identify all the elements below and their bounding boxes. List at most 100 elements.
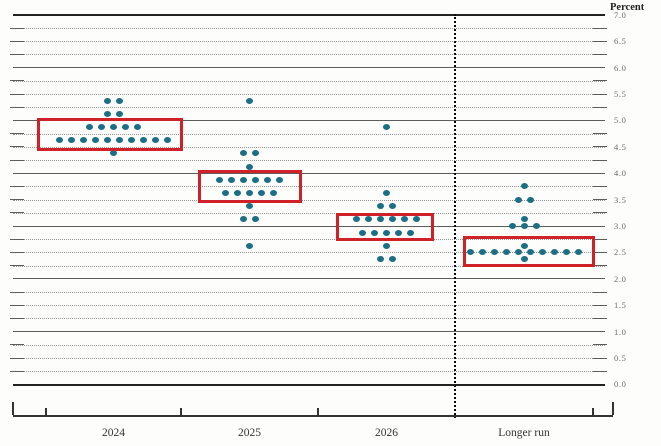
- x-axis-tick: [45, 407, 47, 415]
- gridline-tick-right: [593, 146, 607, 148]
- gridline-dotted: [13, 186, 605, 188]
- gridline-tick-left: [10, 40, 24, 42]
- projection-dot: [234, 190, 241, 196]
- projection-dot: [359, 229, 366, 236]
- gridline-tick-right: [593, 133, 607, 135]
- y-tick-label: 0.5: [614, 353, 627, 363]
- median-highlight-box: [463, 236, 595, 268]
- gridline-solid: [13, 14, 605, 17]
- projection-dot: [104, 110, 111, 117]
- projection-dot: [532, 223, 540, 229]
- y-tick-label: 3.5: [614, 194, 627, 205]
- projection-dot: [377, 256, 384, 262]
- y-tick-label: 6.5: [614, 36, 627, 47]
- gridline-solid: [13, 67, 605, 69]
- x-axis-tick: [12, 401, 14, 415]
- gridline-dotted: [13, 199, 605, 201]
- y-tick-label: 4.0: [614, 168, 627, 179]
- gridline-dotted: [13, 239, 605, 241]
- gridline-tick-left: [10, 317, 24, 319]
- gridline-dotted: [13, 107, 605, 109]
- projection-dot: [520, 183, 528, 190]
- projection-dot: [246, 242, 253, 249]
- projection-dot: [246, 163, 253, 170]
- gridline-tick-left: [10, 344, 24, 346]
- projection-dot: [538, 249, 546, 256]
- projection-dot: [401, 216, 408, 223]
- projection-dot: [526, 196, 534, 203]
- x-axis-tick: [180, 407, 182, 415]
- gridline-tick-right: [593, 80, 607, 82]
- gridline-dotted: [13, 146, 605, 148]
- gridline-tick-left: [10, 251, 24, 253]
- projection-dot: [258, 190, 265, 196]
- gridline-tick-left: [10, 212, 24, 214]
- gridline-tick-left: [10, 291, 24, 293]
- y-axis-title: Percent: [610, 2, 645, 13]
- projection-dot: [216, 176, 223, 183]
- projection-dot: [514, 196, 522, 203]
- gridline-tick-right: [593, 344, 607, 346]
- gridline-dotted: [13, 292, 605, 293]
- projection-dot: [116, 97, 123, 104]
- gridline-tick-left: [10, 238, 24, 240]
- gridline-solid: [13, 278, 605, 280]
- projection-dot: [116, 110, 123, 117]
- x-axis-label: Longer run: [498, 427, 550, 439]
- projection-dot: [276, 176, 283, 183]
- projection-dot: [152, 137, 159, 144]
- projection-dot: [520, 216, 528, 223]
- projection-dot: [110, 124, 117, 130]
- gridline-dotted: [13, 371, 605, 373]
- gridline-dotted: [13, 54, 605, 56]
- projection-dot: [264, 176, 271, 183]
- projection-dot: [413, 216, 420, 223]
- gridline-tick-left: [10, 80, 24, 82]
- gridline-dotted: [13, 252, 605, 254]
- median-highlight-box: [198, 170, 302, 204]
- gridline-tick-left: [10, 146, 24, 148]
- projection-dot: [164, 137, 171, 144]
- projection-dot: [383, 190, 390, 196]
- median-highlight-box: [37, 117, 183, 151]
- gridline-tick-right: [593, 212, 607, 214]
- projection-dot: [246, 190, 253, 196]
- gridline-tick-right: [593, 185, 607, 187]
- gridline-tick-left: [10, 265, 24, 267]
- x-axis-tick: [592, 407, 594, 415]
- gridline-tick-left: [10, 199, 24, 201]
- y-tick-label: 3.0: [614, 221, 627, 231]
- projection-dot: [389, 256, 396, 262]
- gridline-tick-right: [593, 370, 607, 372]
- x-axis-label: 2025: [238, 427, 261, 439]
- projection-dot: [574, 249, 582, 256]
- gridline-dotted: [13, 28, 605, 29]
- projection-dot: [478, 249, 486, 256]
- y-tick-label: 6.0: [614, 62, 627, 73]
- projection-dot: [395, 229, 402, 236]
- gridline-tick-right: [593, 40, 607, 42]
- gridline-tick-left: [10, 370, 24, 372]
- projection-dot: [270, 190, 277, 196]
- gridline-tick-left: [10, 133, 24, 135]
- projection-dot: [80, 137, 87, 144]
- projection-dot: [222, 190, 229, 196]
- gridline-tick-left: [10, 304, 24, 306]
- gridline-tick-left: [10, 93, 24, 95]
- projection-dot: [520, 256, 528, 262]
- gridline-dotted: [13, 212, 605, 214]
- gridline-tick-left: [10, 159, 24, 161]
- gridline-tick-right: [593, 357, 607, 359]
- projection-dot: [240, 216, 247, 223]
- projection-dot: [240, 176, 247, 183]
- gridline-tick-right: [593, 106, 607, 108]
- y-tick-label: 4.5: [614, 141, 627, 152]
- x-axis-label: 2024: [102, 427, 125, 439]
- projection-dot: [56, 137, 63, 144]
- projection-dot: [371, 229, 378, 236]
- gridline-tick-right: [593, 265, 607, 267]
- projection-dot: [104, 137, 111, 144]
- gridline-dotted: [13, 41, 605, 43]
